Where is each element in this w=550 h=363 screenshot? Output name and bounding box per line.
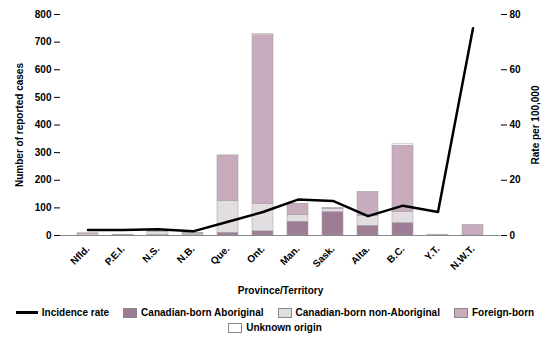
html-text:Foreign-born: Foreign-born [472,307,535,318]
svg-text:0: 0 [510,230,516,241]
svg-text:Ont.: Ont. [245,243,267,265]
svg-text:Sask.: Sask. [310,243,336,269]
html-text:Canadian-born Aboriginal: Canadian-born Aboriginal [141,307,264,318]
html-text:Unknown origin: Unknown origin [246,322,322,333]
svg-text:Y.T.: Y.T. [422,243,441,262]
svg-text:100: 100 [35,202,52,213]
html-text:Incidence rate: Incidence rate [41,307,110,318]
svg-text:400: 400 [35,119,52,130]
svg-text:40: 40 [510,119,522,130]
svg-text:P.E.I.: P.E.I. [103,243,127,267]
svg-text:600: 600 [35,64,52,75]
svg-text:Rate per 100,000: Rate per 100,000 [530,85,541,164]
svg-text:N.S.: N.S. [140,243,162,265]
svg-text:200: 200 [35,174,52,185]
svg-text:Man.: Man. [278,243,302,267]
svg-text:B.C.: B.C. [385,243,407,265]
svg-text:20: 20 [510,174,522,185]
svg-text:500: 500 [35,92,52,103]
html-text:Canadian-born non-Aboriginal: Canadian-born non-Aboriginal [295,307,440,318]
svg-text:Alta.: Alta. [349,243,372,266]
svg-text:700: 700 [35,36,52,47]
svg-text:Province/Territory: Province/Territory [238,285,324,296]
svg-text:60: 60 [510,64,522,75]
svg-text:Number of reported cases: Number of reported cases [14,63,25,187]
svg-text:800: 800 [35,9,52,20]
svg-text:0: 0 [46,230,52,241]
svg-text:Nfld.: Nfld. [68,243,92,267]
svg-text:Que.: Que. [208,243,232,267]
svg-text:300: 300 [35,147,52,158]
svg-text:N.W.T.: N.W.T. [448,243,477,272]
svg-text:N.B.: N.B. [175,243,197,265]
svg-text:80: 80 [510,9,522,20]
